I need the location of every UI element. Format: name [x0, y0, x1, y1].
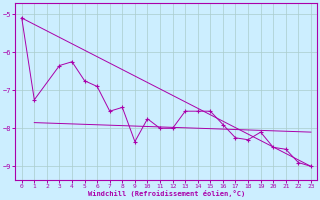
- X-axis label: Windchill (Refroidissement éolien,°C): Windchill (Refroidissement éolien,°C): [88, 190, 245, 197]
